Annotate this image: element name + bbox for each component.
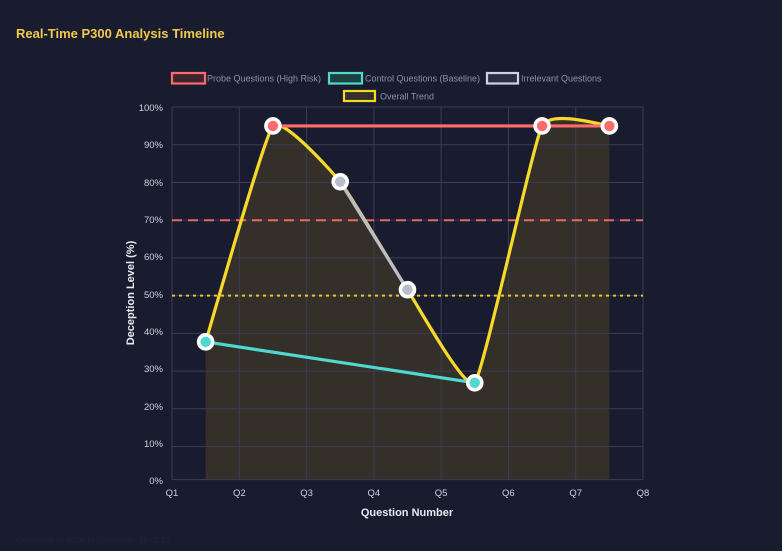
svg-text:80%: 80% — [144, 178, 164, 189]
svg-text:30%: 30% — [144, 364, 164, 375]
svg-text:Q2: Q2 — [233, 488, 246, 499]
svg-text:20%: 20% — [144, 402, 164, 413]
svg-text:Deception Level (%): Deception Level (%) — [125, 240, 137, 345]
svg-text:Probe Questions (High Risk): Probe Questions (High Risk) — [207, 74, 321, 84]
svg-text:50%: 50% — [144, 290, 164, 301]
svg-text:Q7: Q7 — [569, 488, 582, 499]
svg-text:10%: 10% — [144, 439, 164, 450]
svg-text:Q6: Q6 — [502, 488, 515, 499]
svg-text:Q8: Q8 — [637, 488, 650, 499]
svg-text:Q4: Q4 — [368, 488, 381, 499]
svg-text:Overall Trend: Overall Trend — [380, 92, 434, 102]
svg-text:70%: 70% — [144, 215, 164, 226]
svg-text:Control Questions (Baseline): Control Questions (Baseline) — [365, 74, 480, 84]
svg-text:60%: 60% — [144, 252, 164, 263]
svg-text:Q3: Q3 — [300, 488, 313, 499]
svg-text:Q1: Q1 — [166, 488, 179, 499]
svg-text:Q5: Q5 — [435, 488, 448, 499]
svg-text:100%: 100% — [139, 103, 164, 114]
svg-text:40%: 40% — [144, 327, 164, 338]
svg-text:Question Number: Question Number — [361, 507, 454, 519]
svg-text:Irrelevant Questions: Irrelevant Questions — [521, 74, 602, 84]
svg-text:0%: 0% — [149, 476, 163, 487]
svg-text:90%: 90% — [144, 140, 164, 151]
